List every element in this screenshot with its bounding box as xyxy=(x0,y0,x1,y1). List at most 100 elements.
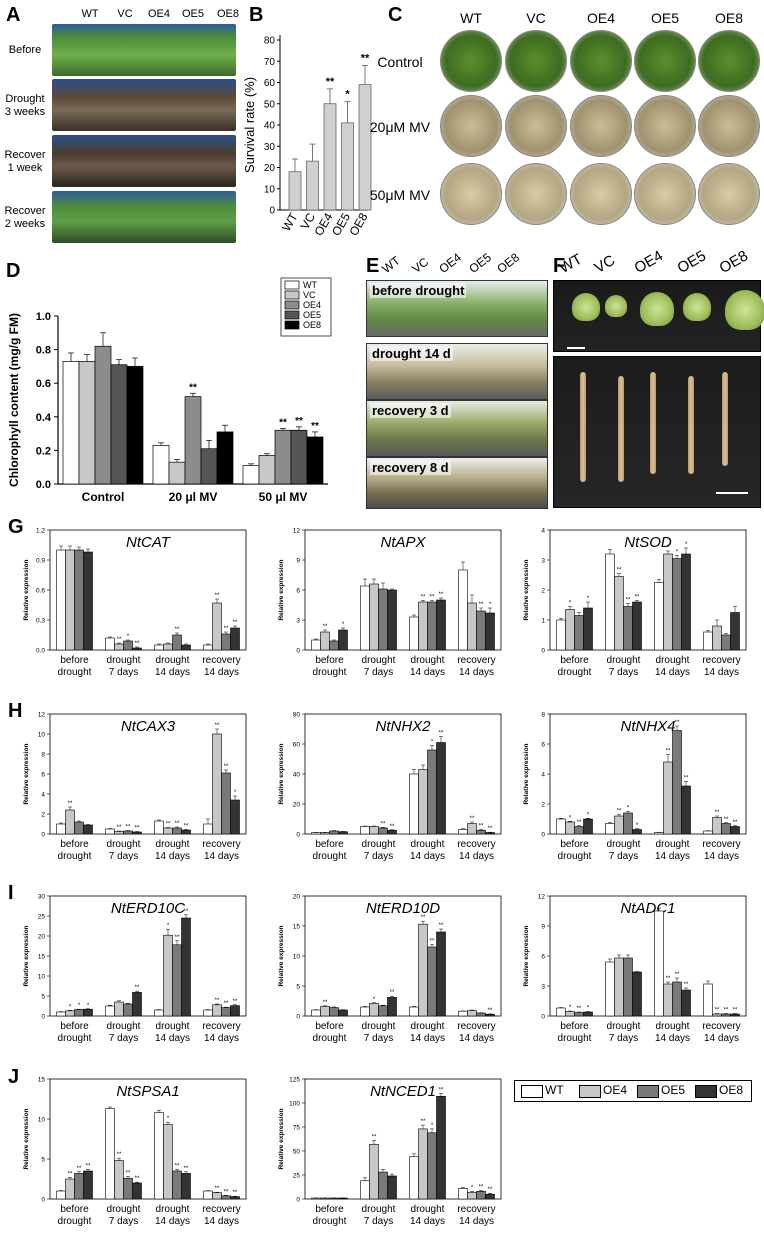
bar xyxy=(623,957,633,1017)
gene-title: NtNHX4 xyxy=(620,718,675,735)
bar xyxy=(105,828,115,835)
significance-mark: ** xyxy=(135,985,140,991)
bar xyxy=(74,1173,84,1200)
bar xyxy=(123,1177,133,1200)
condition-label: before xyxy=(60,1021,89,1032)
bar xyxy=(467,1010,477,1017)
genotype-label: OE4 xyxy=(631,247,666,277)
bar xyxy=(216,431,234,485)
y-tick-label: 0.9 xyxy=(36,558,45,565)
condition-label: 14 days xyxy=(410,1216,445,1227)
condition-label: recovery xyxy=(702,655,740,666)
significance-mark: * xyxy=(431,1123,434,1129)
condition-label: 14 days xyxy=(704,1033,739,1044)
significance-mark: ** xyxy=(635,595,640,601)
significance-mark: ** xyxy=(684,776,689,782)
bar xyxy=(565,821,575,835)
y-tick-label: 25 xyxy=(293,1173,301,1180)
bar xyxy=(65,549,75,651)
leaf-disc-plate xyxy=(570,30,632,92)
y-axis-label: Relative expression xyxy=(23,743,30,804)
condition-label: drought xyxy=(558,851,592,862)
significance-mark: ** xyxy=(224,1001,229,1007)
bar xyxy=(369,583,379,651)
bar xyxy=(62,361,80,485)
condition-label: drought xyxy=(107,839,141,850)
plot-frame xyxy=(304,1078,502,1200)
expression-legend: WT OE4 OE5 OE8 xyxy=(514,1080,752,1102)
y-tick-label: 75 xyxy=(293,1125,301,1132)
bar xyxy=(163,934,173,1017)
plant-photo xyxy=(52,191,236,243)
condition-label: Before xyxy=(8,44,42,56)
significance-mark: ** xyxy=(626,598,631,604)
leaf-disc-plate xyxy=(570,163,632,225)
significance-mark: ** xyxy=(215,723,220,729)
y-tick-label: 4 xyxy=(41,792,45,799)
significance-mark: ** xyxy=(135,641,140,647)
bar xyxy=(181,1173,191,1200)
y-tick-label: 3 xyxy=(541,558,545,565)
significance-mark: * xyxy=(471,1185,474,1191)
bar xyxy=(242,465,260,485)
condition-label: drought xyxy=(362,655,396,666)
x-tick-label: WT xyxy=(279,210,301,234)
bar xyxy=(427,1132,437,1200)
y-tick-label: 0.2 xyxy=(36,445,51,457)
bar xyxy=(574,1012,584,1017)
legend-label: OE4 xyxy=(603,1083,628,1097)
condition-label: 7 days xyxy=(109,1216,138,1227)
y-tick-label: 20 xyxy=(293,802,301,809)
y-tick-label: 125 xyxy=(289,1077,300,1084)
gene-title: NtCAT xyxy=(126,534,172,551)
significance-mark: ** xyxy=(68,1171,73,1177)
y-tick-label: 20 xyxy=(293,894,301,901)
bar xyxy=(203,823,213,835)
genotype-label: OE4 xyxy=(436,250,464,276)
genotype-label: OE5 xyxy=(466,250,494,276)
bar xyxy=(556,818,566,835)
y-axis-label: Relative expression xyxy=(23,559,30,620)
y-tick-label: 0 xyxy=(41,1014,45,1021)
bar xyxy=(288,171,302,211)
bar xyxy=(258,455,276,485)
y-tick-label: 30 xyxy=(38,894,46,901)
condition-label: drought xyxy=(58,851,92,862)
genotype-label: VC xyxy=(591,251,619,277)
legend-label: OE8 xyxy=(303,320,321,330)
bar xyxy=(485,612,495,651)
condition-label: drought xyxy=(156,655,190,666)
bar xyxy=(712,625,722,651)
scale-bar xyxy=(567,347,585,349)
legend-label: OE8 xyxy=(719,1083,744,1097)
condition-label: drought xyxy=(107,655,141,666)
y-tick-label: 9 xyxy=(296,558,300,565)
significance-mark: ** xyxy=(724,817,729,823)
condition-label: before xyxy=(315,655,344,666)
bar xyxy=(221,633,231,651)
bar xyxy=(360,1006,370,1017)
y-tick-label: 80 xyxy=(264,36,276,47)
y-tick-label: 40 xyxy=(264,121,276,132)
y-tick-label: 0 xyxy=(541,832,545,839)
significance-mark: * xyxy=(569,1005,572,1011)
bar xyxy=(476,1012,486,1017)
y-axis-label: Relative expression xyxy=(523,743,530,804)
condition-label: drought xyxy=(156,1204,190,1215)
significance-mark: ** xyxy=(479,824,484,830)
bar xyxy=(221,1007,231,1017)
bar xyxy=(485,1013,495,1017)
condition-label: drought xyxy=(656,1021,690,1032)
y-axis-label: Survival rate (%) xyxy=(242,77,257,173)
bar xyxy=(476,610,486,651)
condition-label: before xyxy=(315,1021,344,1032)
y-axis-label: Relative expression xyxy=(278,1108,285,1169)
gene-title: NtNCED1 xyxy=(370,1083,436,1100)
bar xyxy=(74,549,84,651)
significance-mark: ** xyxy=(488,826,493,832)
condition-label: 14 days xyxy=(655,667,690,678)
bar xyxy=(56,1011,66,1017)
gene-title: NtERD10D xyxy=(366,900,440,917)
